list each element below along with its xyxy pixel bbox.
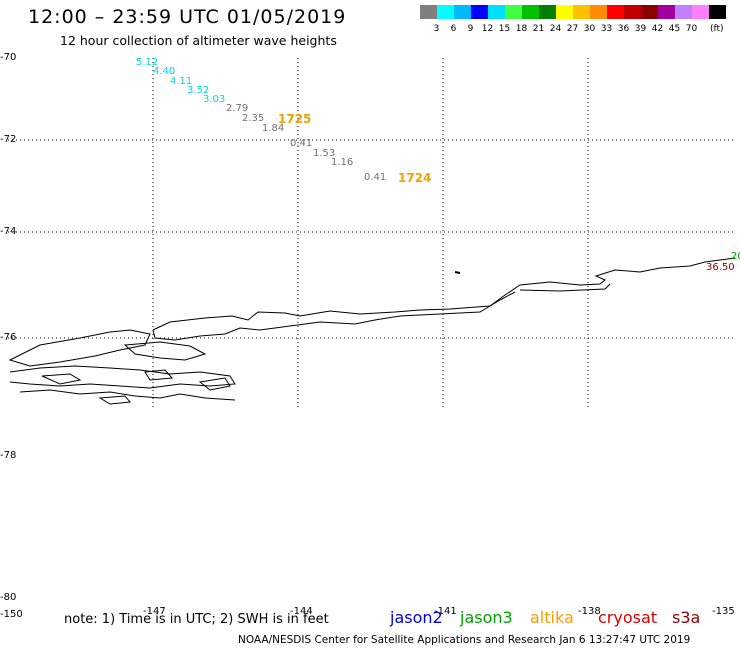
- swh-value: 0.41: [290, 138, 313, 149]
- lat-label: -80: [0, 592, 17, 603]
- lat-label: -70: [0, 52, 17, 63]
- lon-label: -147: [143, 606, 166, 617]
- scale-swatch: [675, 5, 692, 19]
- swh-value: 2.35: [242, 113, 265, 124]
- swh-value: 4.11: [170, 76, 193, 87]
- scale-label: 36: [617, 24, 630, 34]
- legend-jason2: jason2: [390, 608, 443, 627]
- scale-swatch: [641, 5, 658, 19]
- scale-swatch: [709, 5, 726, 19]
- scale-swatch: [624, 5, 641, 19]
- swh-value: 3.03: [203, 94, 226, 105]
- small-island: [454, 271, 461, 274]
- lat-label: -78: [0, 450, 17, 461]
- swh-value: 3.52: [187, 85, 210, 96]
- scale-swatch: [437, 5, 454, 19]
- scale-label: 33: [600, 24, 613, 34]
- scale-label: 15: [498, 24, 511, 34]
- lat-label: -72: [0, 134, 17, 145]
- legend-s3a: s3a: [672, 608, 701, 627]
- lat-label: -76: [0, 332, 17, 343]
- swh-value: 1.84: [262, 123, 285, 134]
- scale-swatch: [471, 5, 488, 19]
- scale-label: 30: [583, 24, 596, 34]
- pass-number: 1724: [398, 171, 432, 185]
- scale-label: 45: [668, 24, 681, 34]
- scale-label: 6: [450, 24, 457, 34]
- scale-label: 9: [467, 24, 474, 34]
- scale-swatch: [692, 5, 709, 19]
- lon-label: -141: [434, 606, 457, 617]
- lon-label: -135: [712, 606, 735, 617]
- scale-label: 18: [515, 24, 528, 34]
- scale-label: 27: [566, 24, 579, 34]
- swh-value: 1.53: [313, 148, 336, 159]
- lon-label: -144: [290, 606, 313, 617]
- edge-value-green: 20: [731, 251, 740, 262]
- page-subtitle: 12 hour collection of altimeter wave hei…: [60, 33, 337, 48]
- swh-value: 4.40: [153, 66, 176, 77]
- scale-swatch: [539, 5, 556, 19]
- note-text: note: 1) Time is in UTC; 2) SWH is in fe…: [64, 612, 329, 627]
- scale-swatch: [590, 5, 607, 19]
- lat-label: -74: [0, 226, 17, 237]
- scale-label: 42: [651, 24, 664, 34]
- scale-label: 39: [634, 24, 647, 34]
- swh-value: 2.79: [226, 103, 249, 114]
- scale-swatch: [607, 5, 624, 19]
- scale-swatch: [488, 5, 505, 19]
- scale-swatch: [454, 5, 471, 19]
- swh-value: 0.41: [364, 172, 387, 183]
- swh-value: 5.12: [136, 57, 159, 68]
- coastline: [8, 257, 736, 405]
- edge-value-dark: 36.50: [706, 262, 735, 273]
- graticule: [8, 58, 735, 408]
- scale-label: 21: [532, 24, 545, 34]
- lon-label: -150: [0, 609, 23, 620]
- scale-label: 3: [433, 24, 440, 34]
- lon-label: -138: [578, 606, 601, 617]
- scale-swatch: [573, 5, 590, 19]
- page-title: 12:00 – 23:59 UTC 01/05/2019: [28, 6, 347, 28]
- scale-swatch: [420, 5, 437, 19]
- scale-label: 24: [549, 24, 562, 34]
- scale-label: 70: [685, 24, 698, 34]
- footer-credit: NOAA/NESDIS Center for Satellite Applica…: [238, 634, 691, 646]
- swh-value: 1.16: [331, 157, 354, 168]
- pass-number: 1725: [278, 112, 312, 126]
- scale-swatch: [522, 5, 539, 19]
- scale-swatch: [658, 5, 675, 19]
- legend-altika: altika: [530, 608, 574, 627]
- scale-label: 12: [481, 24, 494, 34]
- scale-swatch: [505, 5, 522, 19]
- scale-unit: (ft): [710, 24, 724, 34]
- legend-jason3: jason3: [460, 608, 513, 627]
- scale-swatch: [556, 5, 573, 19]
- legend-cryosat: cryosat: [598, 608, 658, 627]
